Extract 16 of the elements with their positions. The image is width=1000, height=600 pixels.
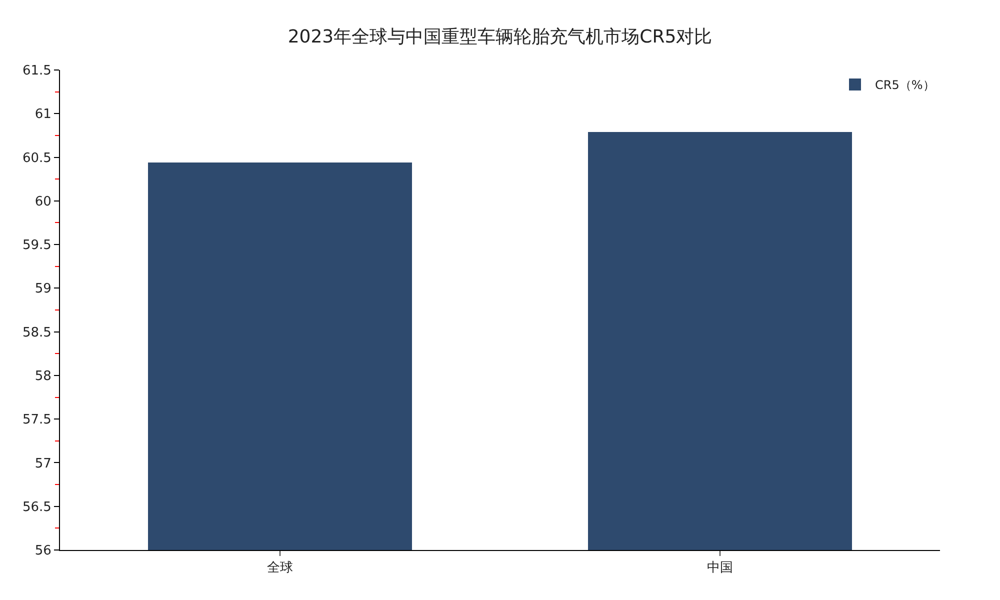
y-tick-label: 58.5 <box>22 325 52 340</box>
y-tick-label: 59 <box>34 282 52 297</box>
legend-label: CR5（%） <box>875 78 935 92</box>
y-tick-label: 59.5 <box>22 238 52 254</box>
chart-title: 2023年全球与中国重型车辆轮胎充气机市场CR5对比 <box>288 26 712 48</box>
y-tick-label: 60.5 <box>22 150 52 166</box>
y-tick-label: 56 <box>34 544 52 559</box>
y-tick-label: 56.5 <box>22 500 52 515</box>
y-tick-label: 58 <box>34 369 52 384</box>
y-tick-label: 60 <box>34 194 52 210</box>
x-tick-label: 中国 <box>707 560 733 576</box>
y-tick-label: 61.5 <box>22 64 52 79</box>
x-tick-label: 全球 <box>267 560 293 576</box>
y-tick-label: 57.5 <box>22 412 52 428</box>
y-tick-label: 61 <box>34 107 52 122</box>
y-tick-label: 57 <box>34 456 52 472</box>
